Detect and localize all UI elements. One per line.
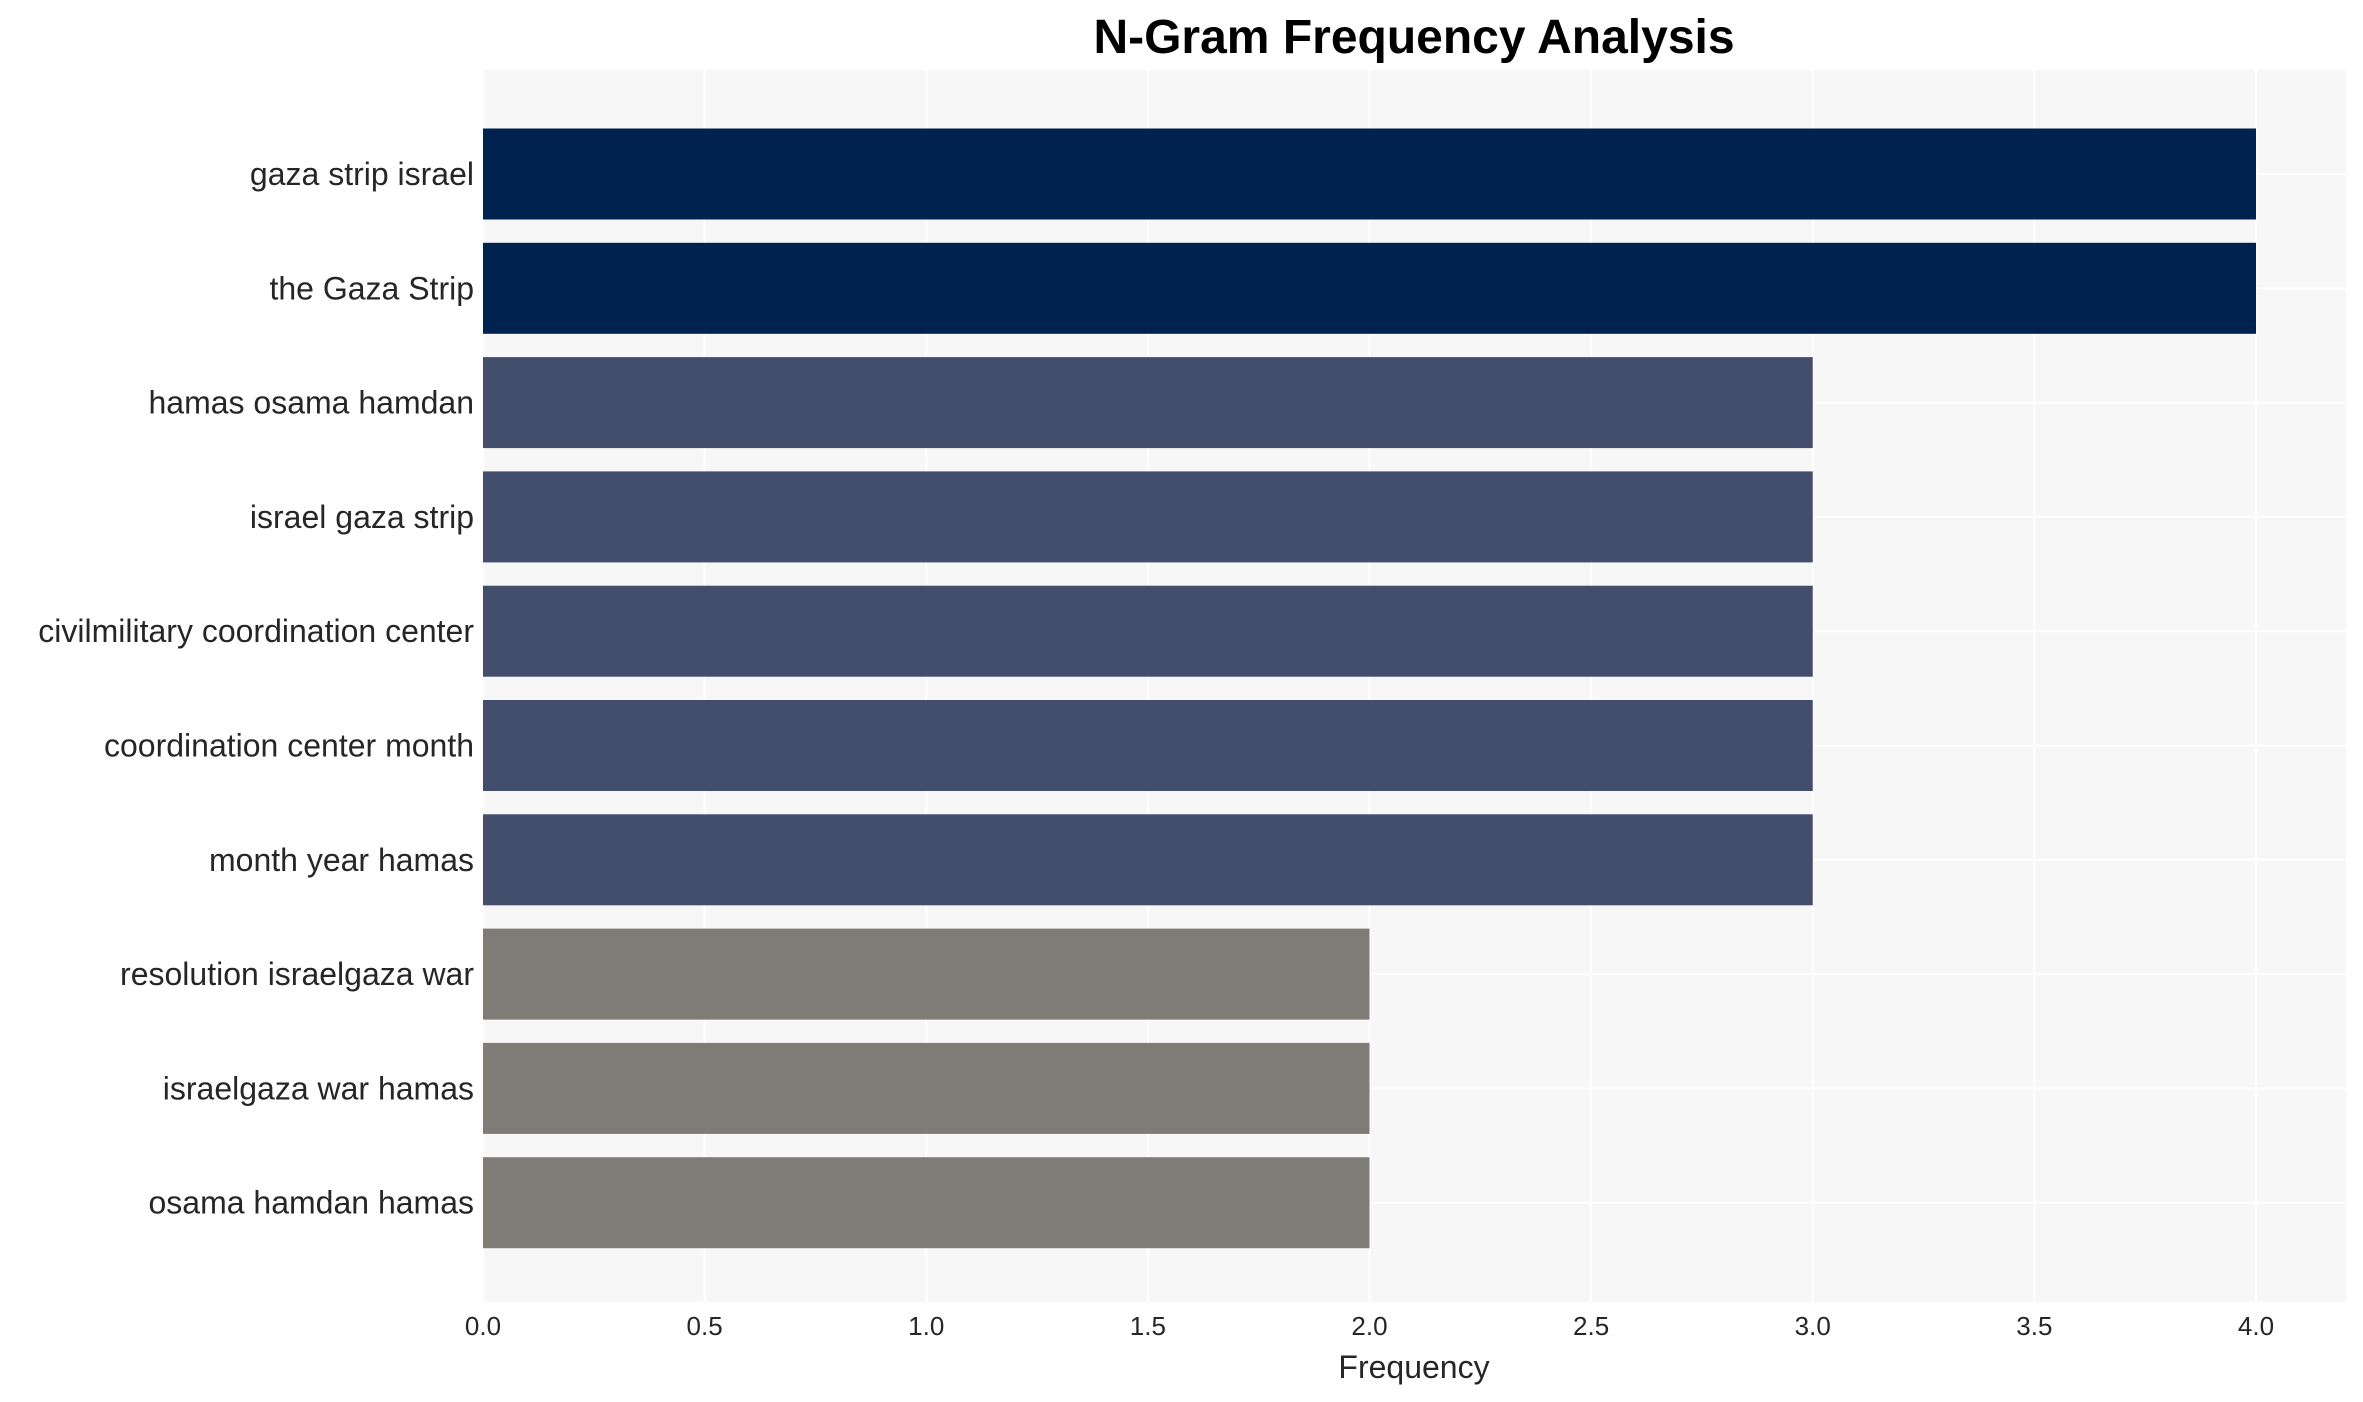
bar [483, 928, 1370, 1020]
y-tick-label: coordination center month [104, 728, 474, 764]
y-tick-label: resolution israelgaza war [120, 956, 474, 992]
bars [483, 128, 2256, 1249]
x-tick-label: 3.0 [1795, 1311, 1831, 1341]
bar [483, 128, 2256, 220]
x-tick-label: 1.0 [908, 1311, 944, 1341]
y-tick-label: month year hamas [209, 842, 474, 878]
y-tick-labels: gaza strip israel the Gaza Strip hamas osa… [38, 156, 474, 1221]
x-tick-label: 0.5 [687, 1311, 723, 1341]
x-tick-label: 4.0 [2238, 1311, 2274, 1341]
y-tick-label: civilmilitary coordination center [38, 613, 474, 649]
y-tick-label: osama hamdan hamas [148, 1185, 474, 1221]
bar [483, 700, 1813, 791]
x-tick-label: 0.0 [465, 1311, 501, 1341]
x-tick-label: 2.5 [1573, 1311, 1609, 1341]
x-tick-labels: 0.0 0.5 1.0 1.5 2.0 2.5 3.0 3.5 4.0 [465, 1311, 2274, 1341]
chart-title: N-Gram Frequency Analysis [1093, 11, 1734, 64]
x-axis-label: Frequency [1338, 1349, 1489, 1385]
bar [483, 471, 1813, 563]
bar [483, 242, 2256, 334]
y-tick-label: hamas osama hamdan [148, 385, 474, 421]
x-tick-label: 3.5 [2016, 1311, 2052, 1341]
bar [483, 357, 1813, 449]
bar [483, 814, 1813, 906]
y-tick-label: israelgaza war hamas [163, 1070, 474, 1106]
y-tick-label: israel gaza strip [250, 499, 474, 535]
bar [483, 585, 1813, 677]
bar [483, 1157, 1370, 1249]
y-tick-label: the Gaza Strip [269, 270, 474, 306]
x-tick-label: 1.5 [1130, 1311, 1166, 1341]
bar [483, 1042, 1370, 1134]
y-tick-label: gaza strip israel [250, 156, 474, 192]
x-tick-label: 2.0 [1351, 1311, 1387, 1341]
